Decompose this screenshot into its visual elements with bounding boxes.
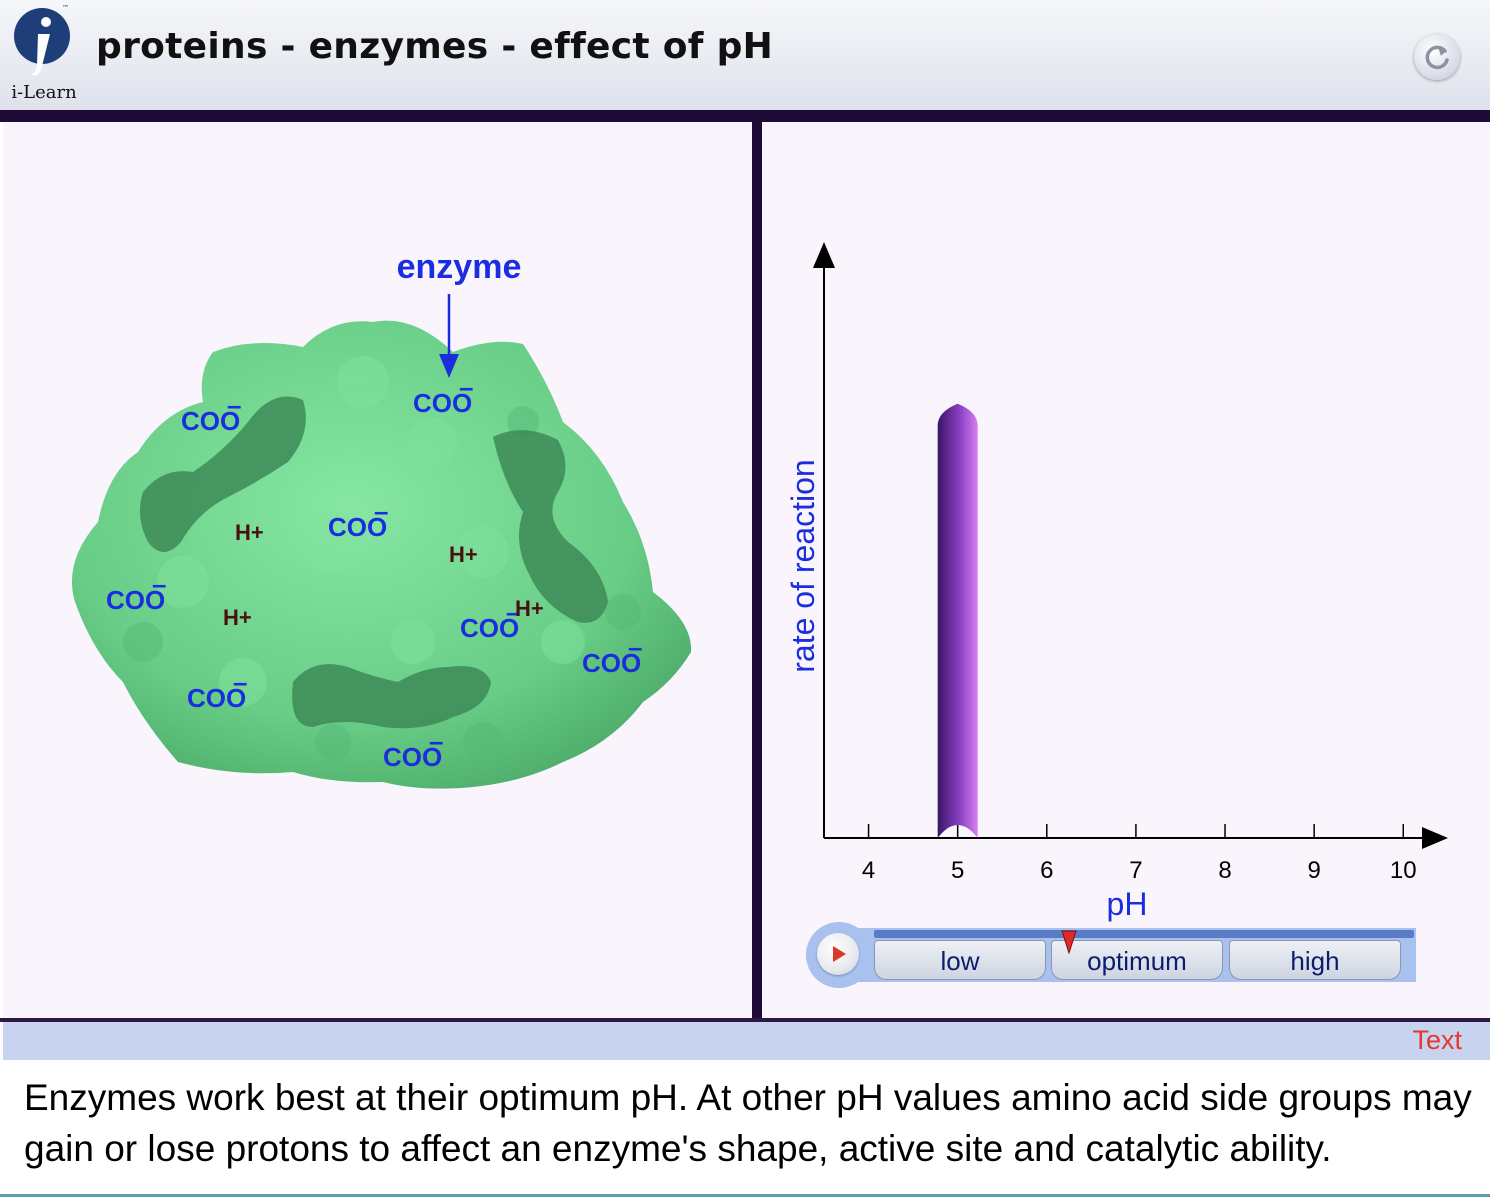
coo-label: COO — [106, 585, 165, 615]
y-axis-title: rate of reaction — [785, 459, 821, 672]
coo-label: COO — [413, 388, 472, 418]
negative-charge: – — [374, 496, 388, 526]
h-plus-label: H+ — [235, 520, 264, 545]
coo-group-6: COO– — [582, 632, 642, 678]
page-title: proteins - enzymes - effect of pH — [96, 26, 774, 67]
coo-group-4: COO– — [106, 569, 166, 615]
high-ph-button[interactable]: high — [1229, 940, 1401, 980]
content-divider — [0, 1018, 1490, 1022]
coo-label: COO — [582, 648, 641, 678]
low-ph-button[interactable]: low — [874, 940, 1046, 980]
text-toggle-button[interactable]: Text — [1412, 1025, 1462, 1055]
x-axis-title: pH — [1107, 886, 1148, 922]
x-tick-label: 6 — [1040, 857, 1053, 884]
coo-group-8: COO– — [383, 726, 443, 772]
chart-bars — [937, 403, 978, 838]
play-button[interactable] — [817, 933, 859, 975]
x-tick-label: 5 — [951, 857, 964, 884]
text-toggle-bar: Text — [3, 1022, 1490, 1060]
negative-charge: – — [628, 632, 642, 662]
negative-charge: – — [506, 597, 520, 627]
rate-vs-ph-chart: 4 5 6 7 8 9 10 pH rate of reaction — [785, 242, 1448, 922]
coo-label: COO — [181, 406, 240, 436]
header-divider — [0, 110, 1490, 122]
reset-button[interactable] — [1414, 34, 1460, 80]
coo-group-1: COO– — [181, 390, 241, 436]
play-icon — [833, 946, 846, 962]
header-bar: ™ i-Learn proteins - enzymes - effect of… — [0, 0, 1490, 111]
bottom-border — [0, 1194, 1490, 1197]
active-groove-left — [139, 396, 306, 552]
slider-track[interactable] — [874, 930, 1414, 938]
trademark-mark: ™ — [62, 4, 69, 12]
optimum-ph-button[interactable]: optimum — [1051, 940, 1223, 980]
i-learn-logo: ™ i-Learn — [8, 4, 80, 104]
play-button-ring — [806, 922, 872, 988]
h-plus-label: H+ — [223, 605, 252, 630]
panel-divider — [752, 122, 762, 1020]
active-groove-right — [493, 430, 608, 623]
enzyme-panel: enzyme COO – COO – COO – COO – COO – COO – COO… — [3, 122, 752, 1018]
coo-group-5: COO– — [460, 597, 520, 643]
x-tick-label: 9 — [1307, 857, 1320, 884]
info-logo-icon — [14, 8, 70, 76]
x-ticks: 4 5 6 7 8 9 10 — [862, 824, 1417, 884]
caption-area: Enzymes work best at their optimum pH. A… — [0, 1060, 1490, 1194]
enzyme-arrowhead-icon — [439, 354, 459, 378]
logo-text: i-Learn — [11, 82, 77, 103]
x-tick-label: 7 — [1129, 857, 1142, 884]
h-plus-label: H+ — [449, 542, 478, 567]
rate-bar — [937, 403, 978, 838]
coo-label: COO — [328, 512, 387, 542]
enzyme-label: enzyme — [397, 248, 522, 286]
coo-label: COO — [460, 613, 519, 643]
refresh-icon — [1425, 45, 1449, 70]
active-groove-bottom — [292, 664, 491, 729]
slider-marker-icon[interactable] — [1061, 930, 1077, 954]
coo-group-7: COO– — [187, 667, 247, 713]
chart-axes — [813, 242, 1448, 849]
coo-label: COO — [383, 742, 442, 772]
chart-panel: 4 5 6 7 8 9 10 pH rate of reaction — [762, 122, 1490, 1018]
x-axis-arrow-icon — [1422, 827, 1448, 849]
enzyme-illustration: enzyme COO– COO– COO– COO– COO– COO– COO… — [71, 248, 692, 789]
coo-group-3: COO– — [328, 496, 388, 542]
coo-label: COO — [187, 683, 246, 713]
x-tick-label: 10 — [1390, 857, 1417, 884]
h-plus-label: H+ — [515, 596, 544, 621]
y-axis-arrow-icon — [813, 242, 835, 268]
coo-group-2: COO– — [413, 372, 473, 418]
negative-charge: – — [233, 667, 247, 697]
caption-text: Enzymes work best at their optimum pH. A… — [24, 1077, 1472, 1169]
negative-charge: – — [227, 390, 241, 420]
x-tick-label: 8 — [1218, 857, 1231, 884]
negative-charge: – — [152, 569, 166, 599]
ph-slider: low optimum high — [806, 922, 1416, 988]
negative-charge: – — [459, 372, 473, 402]
negative-charge: – — [429, 726, 443, 756]
x-tick-label: 4 — [862, 857, 875, 884]
